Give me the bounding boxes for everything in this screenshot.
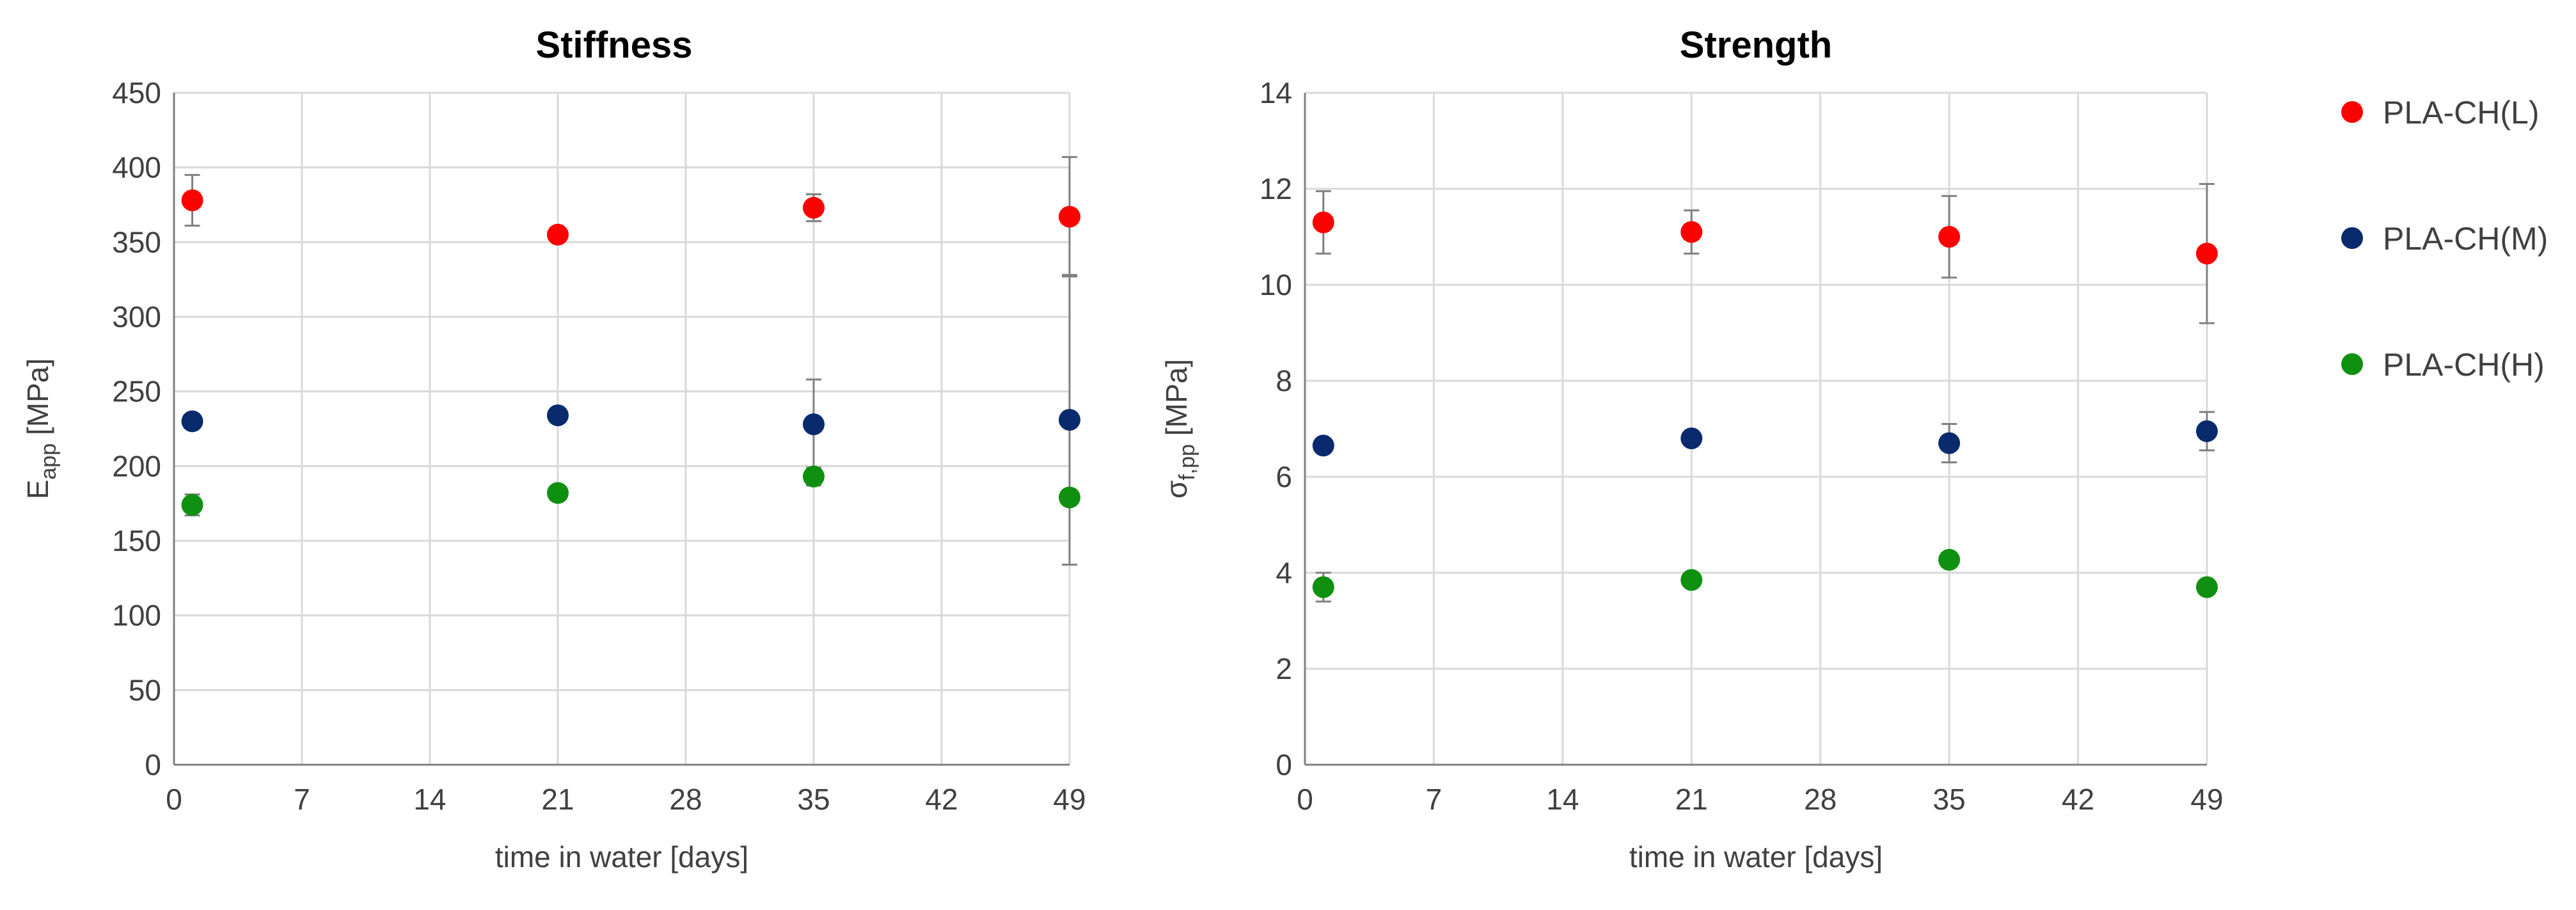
strength-y-axis-subscript: f,pp	[1175, 444, 1199, 481]
stiffness-point-pla-ch-m-49	[1059, 409, 1080, 431]
strength-ytick-4: 4	[1276, 556, 1292, 589]
strength-ytick-2: 2	[1276, 652, 1292, 685]
stiffness-xtick-28: 28	[669, 783, 702, 816]
stiffness-point-pla-ch-h-21	[547, 482, 569, 504]
stiffness-point-pla-ch-l-35	[803, 196, 825, 219]
strength-chart: Strength 0 2 4 6 8 10 12 14 0 7 14 21 28 35 42 49 time in…	[1160, 24, 2224, 874]
stiffness-ytick-450: 450	[112, 76, 161, 109]
stiffness-chart: Stiffness 0 50 100 150 200 250 300 350 400 450 0 7 14…	[21, 24, 1086, 874]
stiffness-ytick-100: 100	[112, 599, 161, 632]
strength-ytick-0: 0	[1276, 748, 1292, 781]
stiffness-series-pla-ch-m	[181, 274, 1080, 566]
stiffness-title: Stiffness	[536, 24, 693, 66]
strength-xtick-28: 28	[1804, 783, 1837, 816]
strength-ytick-6: 6	[1276, 460, 1292, 493]
stiffness-xtick-49: 49	[1053, 783, 1086, 816]
stiffness-y-axis-symbol: E	[21, 479, 54, 499]
strength-point-pla-ch-m-21	[1680, 427, 1703, 449]
strength-point-pla-ch-l-21	[1680, 221, 1703, 243]
stiffness-xtick-14: 14	[413, 783, 446, 816]
strength-y-axis-unit: [MPa]	[1160, 359, 1193, 444]
legend-marker-pla-ch-m	[2341, 227, 2363, 249]
strength-point-pla-ch-h-49	[2196, 576, 2218, 598]
strength-xtick-0: 0	[1297, 783, 1313, 816]
stiffness-ytick-200: 200	[112, 449, 161, 483]
strength-y-axis-label: σf,pp [MPa]	[1160, 359, 1199, 499]
strength-point-pla-ch-l-1	[1312, 211, 1334, 234]
strength-ytick-14: 14	[1260, 76, 1292, 109]
strength-xtick-21: 21	[1675, 783, 1708, 816]
stiffness-x-axis-label: time in water [days]	[495, 840, 748, 874]
strength-ytick-10: 10	[1260, 268, 1292, 301]
stiffness-series-pla-ch-h	[181, 465, 1080, 516]
strength-series-pla-ch-m	[1312, 411, 2218, 463]
stiffness-point-pla-ch-l-1	[181, 189, 203, 211]
stiffness-ytick-400: 400	[112, 151, 161, 184]
strength-series-pla-ch-h	[1312, 548, 2218, 603]
strength-xtick-42: 42	[2062, 783, 2094, 816]
legend-marker-pla-ch-l	[2341, 101, 2363, 123]
strength-point-pla-ch-m-49	[2196, 420, 2218, 442]
stiffness-ytick-300: 300	[112, 300, 161, 333]
strength-xtick-14: 14	[1546, 783, 1579, 816]
strength-title: Strength	[1680, 24, 1832, 66]
stiffness-point-pla-ch-l-49	[1059, 205, 1080, 228]
strength-xtick-7: 7	[1426, 783, 1442, 816]
stiffness-ytick-150: 150	[112, 524, 161, 557]
stiffness-ytick-250: 250	[112, 375, 161, 408]
stiffness-point-pla-ch-m-35	[803, 413, 825, 435]
legend-marker-pla-ch-h	[2341, 353, 2363, 375]
stiffness-ytick-350: 350	[112, 225, 161, 259]
strength-point-pla-ch-m-1	[1312, 435, 1334, 457]
legend-label-pla-ch-m: PLA-CH(M)	[2383, 221, 2548, 257]
strength-xtick-35: 35	[1933, 783, 1966, 816]
strength-ytick-8: 8	[1276, 364, 1292, 397]
strength-x-axis-label: time in water [days]	[1629, 840, 1883, 874]
stiffness-y-axis-subscript: app	[36, 443, 61, 480]
legend-label-pla-ch-l: PLA-CH(L)	[2383, 95, 2539, 131]
strength-xtick-49: 49	[2190, 783, 2223, 816]
stiffness-point-pla-ch-m-1	[181, 410, 203, 433]
strength-point-pla-ch-h-35	[1938, 548, 1961, 571]
stiffness-point-pla-ch-l-21	[547, 223, 569, 246]
stiffness-series-pla-ch-l	[181, 156, 1080, 278]
stiffness-xtick-21: 21	[541, 783, 574, 816]
strength-ytick-12: 12	[1260, 172, 1292, 205]
legend: PLA-CH(L) PLA-CH(M) PLA-CH(H)	[2341, 95, 2548, 383]
stiffness-xtick-0: 0	[166, 783, 182, 816]
strength-series-pla-ch-l	[1312, 183, 2218, 324]
stiffness-point-pla-ch-m-21	[547, 404, 569, 426]
strength-point-pla-ch-h-1	[1312, 576, 1334, 598]
stiffness-xtick-7: 7	[294, 783, 310, 816]
stiffness-ytick-0: 0	[145, 748, 161, 781]
stiffness-y-axis-unit: [MPa]	[21, 358, 54, 443]
strength-y-axis-symbol: σ	[1160, 481, 1193, 499]
strength-point-pla-ch-m-35	[1938, 432, 1961, 454]
strength-point-pla-ch-h-21	[1680, 569, 1703, 591]
stiffness-point-pla-ch-h-1	[181, 494, 203, 516]
stiffness-xtick-42: 42	[925, 783, 958, 816]
stiffness-ytick-50: 50	[129, 673, 161, 706]
strength-point-pla-ch-l-35	[1938, 226, 1961, 248]
stiffness-xtick-35: 35	[797, 783, 830, 816]
strength-point-pla-ch-l-49	[2196, 243, 2218, 265]
stiffness-point-pla-ch-h-35	[803, 465, 825, 488]
stiffness-point-pla-ch-h-49	[1059, 486, 1080, 509]
legend-label-pla-ch-h: PLA-CH(H)	[2383, 347, 2545, 383]
stiffness-y-axis-label: Eapp [MPa]	[21, 358, 61, 499]
